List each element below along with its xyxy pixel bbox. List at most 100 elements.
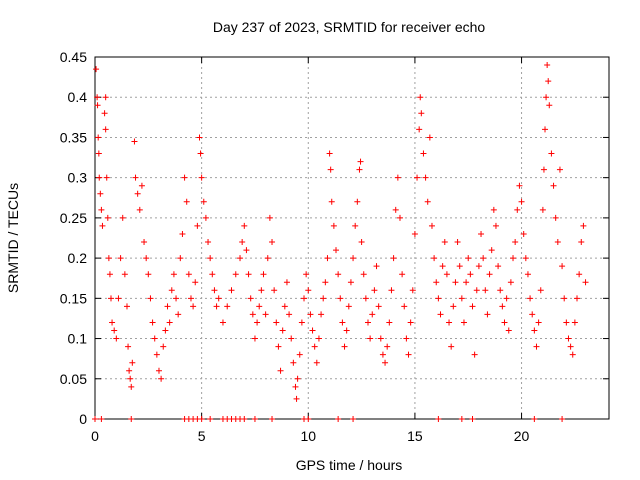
data-point bbox=[448, 343, 455, 350]
data-point bbox=[117, 255, 124, 262]
data-point bbox=[454, 239, 461, 246]
data-point bbox=[347, 279, 354, 286]
data-point bbox=[283, 279, 290, 286]
data-point bbox=[303, 271, 310, 278]
y-tick-label: 0.2 bbox=[68, 250, 88, 266]
data-point bbox=[113, 335, 120, 342]
data-point bbox=[416, 126, 423, 133]
data-point bbox=[510, 255, 517, 262]
data-point bbox=[435, 295, 442, 302]
data-point bbox=[296, 351, 303, 358]
y-tick-label: 0.45 bbox=[60, 49, 87, 65]
data-point bbox=[298, 319, 305, 326]
data-point bbox=[503, 295, 510, 302]
data-point bbox=[153, 351, 160, 358]
data-point bbox=[96, 174, 103, 181]
data-point bbox=[198, 416, 205, 422]
data-point bbox=[469, 416, 476, 422]
data-point bbox=[371, 287, 378, 294]
data-point bbox=[301, 295, 308, 302]
data-point bbox=[103, 174, 110, 181]
data-point bbox=[126, 367, 133, 374]
data-point bbox=[520, 230, 527, 237]
data-point bbox=[205, 239, 212, 246]
x-tick-label: 0 bbox=[91, 428, 99, 444]
data-point bbox=[439, 263, 446, 270]
data-point bbox=[388, 287, 395, 294]
data-point bbox=[345, 303, 352, 310]
data-point bbox=[582, 279, 589, 286]
data-point bbox=[187, 295, 194, 302]
data-point bbox=[292, 383, 299, 390]
data-point bbox=[450, 303, 457, 310]
x-tick-label: 5 bbox=[198, 428, 206, 444]
data-point bbox=[138, 182, 145, 189]
data-point bbox=[326, 150, 333, 157]
data-point bbox=[418, 110, 425, 117]
data-point bbox=[437, 311, 444, 318]
data-point bbox=[335, 271, 342, 278]
data-point bbox=[320, 295, 327, 302]
data-point bbox=[475, 263, 482, 270]
x-tick-label: 10 bbox=[300, 428, 316, 444]
data-point bbox=[531, 327, 538, 334]
data-point bbox=[315, 335, 322, 342]
data-point bbox=[273, 319, 280, 326]
data-point bbox=[544, 62, 551, 69]
data-point bbox=[514, 206, 521, 213]
data-point bbox=[337, 295, 344, 302]
data-point bbox=[516, 182, 523, 189]
data-point bbox=[279, 327, 286, 334]
data-point bbox=[343, 327, 350, 334]
data-point bbox=[95, 150, 102, 157]
data-point bbox=[254, 319, 261, 326]
data-point bbox=[384, 343, 391, 350]
data-point bbox=[465, 255, 472, 262]
data-point bbox=[294, 375, 301, 382]
data-point bbox=[405, 351, 412, 358]
data-point bbox=[228, 287, 235, 294]
data-point bbox=[290, 359, 297, 366]
data-point bbox=[364, 319, 371, 326]
data-point bbox=[151, 335, 158, 342]
data-point bbox=[105, 255, 112, 262]
data-point bbox=[155, 367, 162, 374]
data-point bbox=[305, 416, 312, 422]
data-point bbox=[488, 247, 495, 254]
data-point bbox=[309, 327, 316, 334]
data-point bbox=[200, 198, 207, 205]
data-point bbox=[94, 94, 101, 101]
data-point bbox=[492, 222, 499, 229]
x-tick-label: 20 bbox=[514, 428, 530, 444]
data-point bbox=[127, 375, 134, 382]
data-point bbox=[181, 174, 188, 181]
data-point bbox=[484, 311, 491, 318]
data-point bbox=[207, 255, 214, 262]
data-point bbox=[350, 416, 357, 422]
data-point bbox=[232, 271, 239, 278]
data-point bbox=[414, 174, 421, 181]
data-point bbox=[99, 222, 106, 229]
y-tick-label: 0.35 bbox=[60, 129, 87, 145]
data-point bbox=[567, 343, 574, 350]
data-point bbox=[407, 319, 414, 326]
data-point bbox=[550, 182, 557, 189]
data-point bbox=[215, 295, 222, 302]
data-point bbox=[149, 319, 156, 326]
data-point bbox=[102, 94, 109, 101]
data-point bbox=[435, 416, 442, 422]
data-point bbox=[327, 166, 334, 173]
data-point bbox=[529, 311, 536, 318]
data-point bbox=[358, 239, 365, 246]
data-point bbox=[420, 150, 427, 157]
data-point bbox=[123, 303, 130, 310]
y-tick-label: 0.05 bbox=[60, 371, 87, 387]
data-point bbox=[196, 134, 203, 141]
data-point bbox=[542, 126, 549, 133]
data-point bbox=[177, 255, 184, 262]
data-point bbox=[107, 295, 114, 302]
data-point bbox=[458, 295, 465, 302]
data-point bbox=[247, 295, 254, 302]
data-point bbox=[104, 214, 111, 221]
